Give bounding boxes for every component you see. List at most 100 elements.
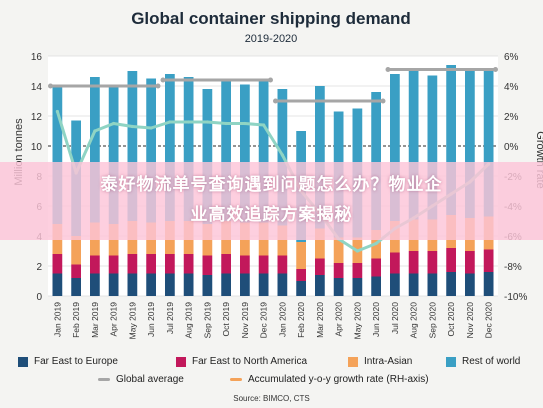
source-note: Source: BIMCO, CTS [233, 394, 310, 403]
legend-item-far-east-north-america: Far East to North America [176, 356, 307, 367]
legend-swatch [348, 356, 358, 367]
growth-rate-point [149, 126, 153, 130]
bar-far-east-north-america [127, 254, 138, 274]
global-average-endpoint [48, 83, 53, 89]
y-tick-label: 10 [31, 142, 43, 153]
growth-rate-point [187, 120, 191, 124]
bar-far-east-europe [202, 275, 213, 296]
y-tick-label: 12 [31, 112, 43, 123]
bar-rest-of-world [427, 75, 438, 220]
growth-rate-point [374, 241, 378, 246]
bar-far-east-europe [333, 278, 344, 296]
global-average-endpoint [385, 67, 391, 72]
x-tick-label: Jul 2020 [390, 302, 400, 334]
legend-swatch [98, 378, 110, 381]
growth-rate-point [355, 249, 359, 253]
bar-rest-of-world [315, 86, 325, 229]
legend-swatch [446, 356, 456, 367]
global-average-endpoint [155, 83, 161, 89]
bar-far-east-north-america [258, 255, 269, 274]
growth-rate-point [205, 120, 209, 124]
y2-tick-label: 6% [504, 52, 519, 63]
growth-rate-point [55, 109, 59, 114]
growth-rate-point [93, 129, 97, 133]
legend-item-far-east-europe: Far East to Europe [18, 356, 118, 367]
bar-rest-of-world [390, 74, 400, 221]
bar-far-east-north-america [371, 258, 381, 277]
bar-far-east-north-america [352, 263, 363, 278]
bar-far-east-north-america [146, 254, 156, 274]
bar-rest-of-world [52, 87, 63, 224]
global-average-endpoint [493, 67, 498, 72]
bar-far-east-north-america [221, 254, 231, 274]
bar-far-east-europe [221, 273, 231, 296]
bar-rest-of-world [371, 92, 381, 230]
y2-tick-label: -8% [504, 262, 522, 273]
x-tick-label: Oct 2020 [446, 302, 456, 337]
x-tick-label: Dec 2020 [484, 302, 494, 339]
bar-far-east-north-america [240, 255, 250, 274]
legend-swatch [18, 356, 28, 367]
bar-far-east-north-america [390, 252, 400, 274]
bar-rest-of-world [90, 77, 100, 223]
bar-far-east-north-america [183, 254, 194, 274]
bar-far-east-north-america [277, 255, 288, 274]
x-tick-label: Nov 2020 [465, 302, 475, 339]
bar-intra-asian [333, 237, 344, 263]
bar-rest-of-world [240, 84, 250, 223]
x-tick-label: Sep 2020 [427, 302, 437, 339]
bar-far-east-europe [408, 273, 419, 296]
bar-far-east-europe [258, 273, 269, 296]
bar-far-east-europe [465, 273, 475, 296]
x-tick-label: Dec 2019 [259, 302, 269, 339]
bar-far-east-europe [390, 273, 400, 296]
global-average-lines [48, 67, 498, 104]
bar-far-east-europe [277, 273, 288, 296]
bar-far-east-europe [183, 273, 194, 296]
bar-far-east-europe [371, 276, 381, 296]
legend-swatch [230, 378, 242, 381]
legend-item-growth-rate: Accumulated y-o-y growth rate (RH-axis) [230, 374, 429, 385]
bar-far-east-north-america [408, 251, 419, 274]
bar-far-east-north-america [333, 263, 344, 278]
bar-rest-of-world [146, 78, 156, 223]
bar-far-east-europe [108, 273, 119, 296]
legend-swatch [176, 356, 186, 367]
growth-rate-point [112, 121, 116, 126]
x-tick-label: Jul 2019 [165, 302, 175, 334]
bar-far-east-north-america [427, 251, 438, 274]
bar-rest-of-world [408, 69, 419, 220]
legend-label: Far East to Europe [34, 356, 118, 367]
bar-rest-of-world [127, 71, 138, 221]
bar-far-east-north-america [202, 255, 213, 275]
x-tick-label: Mar 2019 [90, 302, 100, 338]
x-tick-label: Nov 2019 [240, 302, 250, 339]
legend-label: Intra-Asian [364, 356, 413, 367]
bar-rest-of-world [202, 89, 213, 224]
bar-far-east-europe [165, 273, 175, 296]
global-average-endpoint [273, 98, 278, 104]
legend-item-rest-of-world: Rest of world [446, 356, 520, 367]
banner-headline-line2[interactable]: 业高效追踪方案揭秘 [190, 205, 353, 225]
bar-far-east-europe [52, 273, 63, 296]
legend-label: Accumulated y-o-y growth rate (RH-axis) [248, 374, 429, 385]
bar-far-east-north-america [483, 249, 494, 272]
bar-intra-asian [277, 225, 288, 256]
y2-tick-label: 4% [504, 82, 519, 93]
x-tick-label: Apr 2019 [109, 302, 119, 337]
bar-intra-asian [71, 236, 81, 265]
growth-rate-point [168, 120, 172, 124]
bar-rest-of-world [258, 78, 269, 223]
growth-rate-point [280, 153, 284, 157]
bar-intra-asian [296, 242, 306, 269]
x-tick-label: Feb 2019 [71, 302, 81, 338]
bar-far-east-north-america [315, 258, 325, 275]
growth-rate-point [262, 123, 266, 127]
y-tick-label: 16 [31, 52, 43, 63]
bar-far-east-north-america [446, 248, 456, 272]
x-tick-label: Oct 2019 [221, 302, 231, 337]
banner-headline-line1[interactable]: 泰好物流单号查询遇到问题怎么办？物业企 [100, 175, 443, 195]
x-tick-label: May 2019 [127, 302, 137, 340]
y-tick-label: 2 [36, 262, 42, 273]
bar-far-east-europe [240, 273, 250, 296]
